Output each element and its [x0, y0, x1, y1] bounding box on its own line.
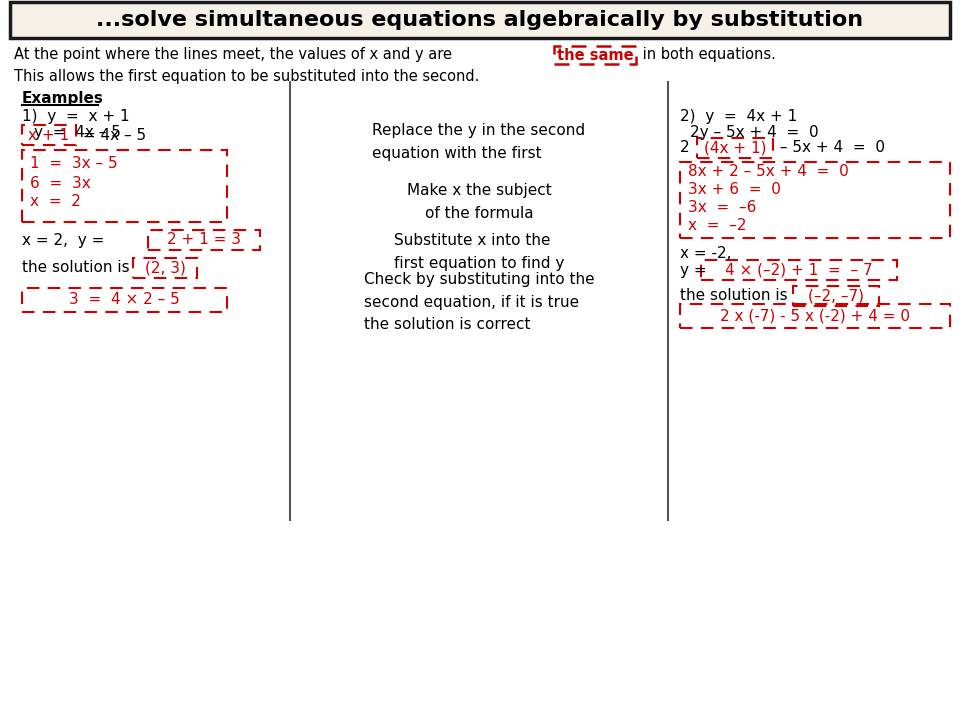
Text: the same: the same: [557, 48, 634, 63]
Text: 2: 2: [680, 140, 694, 156]
Text: x  =  2: x = 2: [30, 194, 81, 210]
Text: 2)  y  =  4x + 1: 2) y = 4x + 1: [680, 109, 797, 124]
Text: 2y – 5x + 4  =  0: 2y – 5x + 4 = 0: [690, 125, 819, 140]
Bar: [680, 304, 950, 328]
Text: x + 1: x + 1: [29, 127, 69, 143]
Text: 6  =  3x: 6 = 3x: [30, 176, 91, 191]
Bar: [22, 150, 227, 222]
Text: 3  =  4 × 2 – 5: 3 = 4 × 2 – 5: [68, 292, 180, 307]
Text: 1)  y  =  x + 1: 1) y = x + 1: [22, 109, 130, 124]
Text: = 4x – 5: = 4x – 5: [78, 127, 146, 143]
Text: ...solve simultaneous equations algebraically by substitution: ...solve simultaneous equations algebrai…: [96, 10, 864, 30]
Text: 2 + 1 = 3: 2 + 1 = 3: [167, 233, 241, 248]
Text: Substitute x into the
first equation to find y: Substitute x into the first equation to …: [394, 233, 564, 271]
Text: the solution is: the solution is: [22, 261, 134, 276]
Text: 1  =  3x – 5: 1 = 3x – 5: [30, 156, 118, 171]
Text: (2, 3): (2, 3): [145, 261, 185, 276]
Text: Examples: Examples: [22, 91, 104, 106]
Text: 2 x (-7) - 5 x (-2) + 4 = 0: 2 x (-7) - 5 x (-2) + 4 = 0: [720, 308, 910, 323]
Text: x = -2,: x = -2,: [680, 246, 732, 261]
Bar: [22, 288, 227, 312]
Text: Make x the subject
of the formula: Make x the subject of the formula: [407, 184, 551, 220]
Text: At the point where the lines meet, the values of x and y are: At the point where the lines meet, the v…: [14, 48, 452, 63]
Text: x = 2,  y =: x = 2, y =: [22, 233, 109, 248]
Bar: [148, 230, 260, 250]
Text: Replace the y in the second
equation with the first: Replace the y in the second equation wit…: [372, 123, 586, 161]
Text: y  =  4x – 5: y = 4x – 5: [34, 125, 121, 140]
Bar: [701, 260, 897, 280]
Bar: [133, 258, 197, 278]
Bar: [554, 46, 636, 64]
Text: This allows the first equation to be substituted into the second.: This allows the first equation to be sub…: [14, 70, 479, 84]
Bar: [10, 2, 950, 38]
Text: – 5x + 4  =  0: – 5x + 4 = 0: [775, 140, 885, 156]
Text: 4 × (–2) + 1  =  – 7: 4 × (–2) + 1 = – 7: [725, 263, 873, 277]
Text: Check by substituting into the
second equation, if it is true
the solution is co: Check by substituting into the second eq…: [364, 272, 594, 332]
Text: y =: y =: [680, 263, 711, 277]
Text: 3x  =  –6: 3x = –6: [688, 200, 756, 215]
Text: x  =  –2: x = –2: [688, 218, 747, 233]
Text: in both equations.: in both equations.: [638, 48, 776, 63]
Text: (–2, –7): (–2, –7): [808, 289, 864, 304]
Text: (4x + 1): (4x + 1): [704, 140, 766, 156]
Bar: [793, 286, 879, 306]
Bar: [22, 125, 76, 145]
Text: the solution is: the solution is: [680, 289, 793, 304]
Bar: [680, 162, 950, 238]
Bar: [697, 138, 773, 158]
Text: 3x + 6  =  0: 3x + 6 = 0: [688, 182, 780, 197]
Text: 8x + 2 – 5x + 4  =  0: 8x + 2 – 5x + 4 = 0: [688, 164, 849, 179]
